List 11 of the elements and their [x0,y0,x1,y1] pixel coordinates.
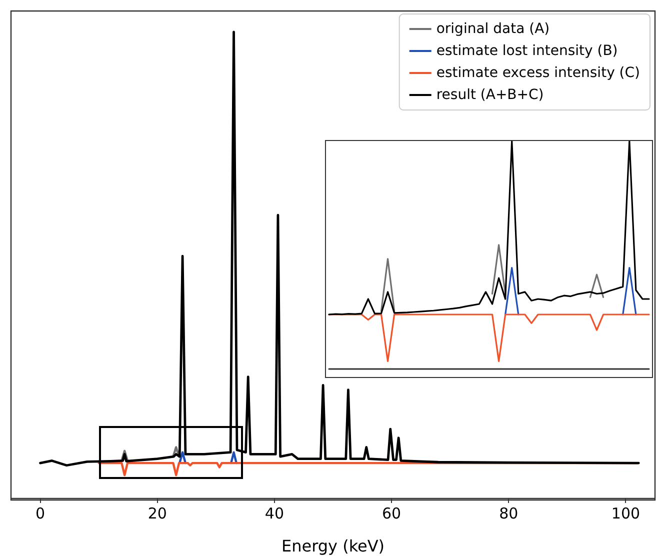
x-tick-label: 60 [382,504,402,522]
legend-label: estimate lost intensity (B) [436,43,618,59]
x-tick-label: 20 [148,504,167,522]
legend-label: result (A+B+C) [436,87,544,103]
x-axis-title: Energy (keV) [281,536,385,556]
x-tick-label: 80 [499,504,518,522]
x-tick-label: 0 [36,504,46,522]
legend-label: original data (A) [436,21,550,37]
legend-label: estimate excess intensity (C) [436,65,640,81]
x-tick-label: 100 [611,504,640,522]
x-tick-label: 40 [264,504,284,522]
